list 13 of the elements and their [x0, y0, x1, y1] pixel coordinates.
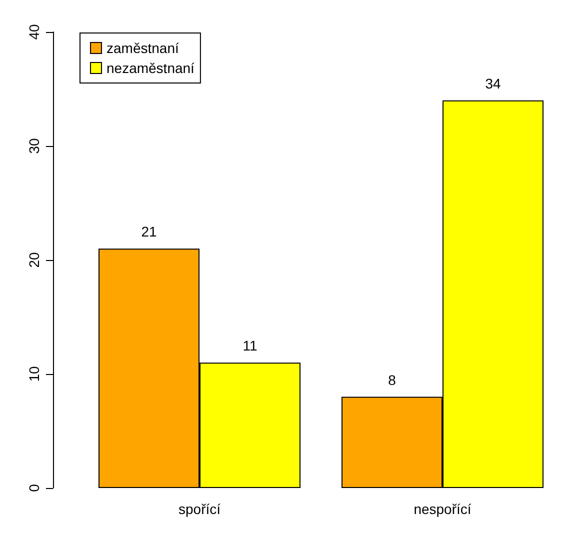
data-label: 8 [388, 372, 396, 388]
y-tick-label: 40 [26, 24, 42, 40]
data-label: 34 [485, 75, 501, 92]
y-tick-label: 0 [26, 484, 42, 492]
legend-label: zaměstnaní [106, 40, 179, 56]
y-tick-label: 10 [26, 366, 42, 382]
x-tick-label: spořící [178, 501, 221, 517]
y-tick-label: 30 [26, 138, 42, 154]
data-label: 11 [242, 338, 258, 354]
y-tick-label: 20 [26, 252, 42, 268]
x-tick-label: nespořící [414, 501, 472, 517]
legend-label: nezaměstnaní [106, 60, 195, 76]
data-label: 21 [141, 224, 157, 240]
